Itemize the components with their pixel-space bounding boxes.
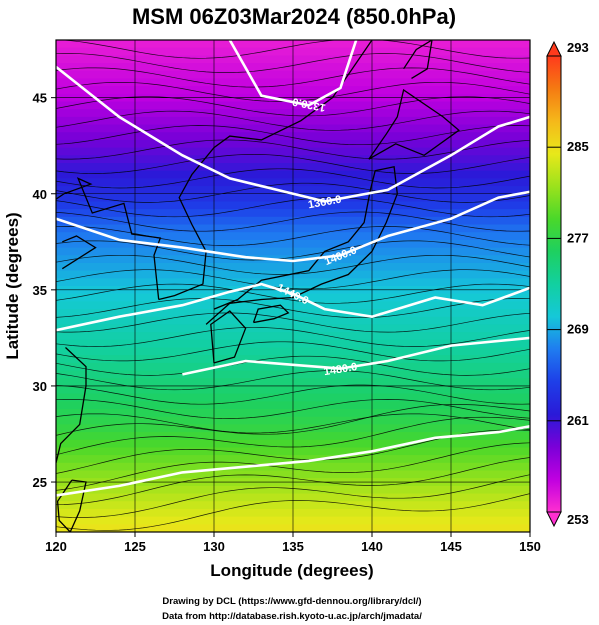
colorbar-max-arrow	[546, 40, 562, 57]
coastline	[56, 347, 87, 463]
y-tick-label: 25	[33, 475, 47, 490]
x-axis-label: Longitude (degrees)	[210, 561, 373, 580]
x-tick-label: 130	[203, 539, 225, 554]
y-tick-label: 30	[33, 379, 47, 394]
contour-line	[56, 190, 530, 263]
x-tick-label: 140	[361, 539, 383, 554]
colorbar-label: 253	[567, 512, 589, 527]
coastline	[61, 235, 97, 270]
y-tick-label: 45	[33, 91, 47, 106]
credit-data: Data from http://database.rish.kyoto-u.a…	[162, 611, 422, 622]
contour-line	[56, 65, 530, 203]
y-tick-label: 35	[33, 283, 47, 298]
y-axis: 25 30 35 40 45	[33, 91, 56, 490]
colorbar: 253 261 269 277 285 293	[546, 40, 589, 528]
colorbar-min-arrow	[546, 511, 562, 528]
coastline	[252, 304, 290, 324]
credit-drawing: Drawing by DCL (https://www.gfd-dennou.o…	[162, 596, 421, 607]
coastline	[56, 177, 162, 300]
coastline	[403, 40, 433, 79]
colorbar-label: 261	[567, 413, 589, 428]
colorbar-label: 269	[567, 322, 589, 337]
chart-title: MSM 06Z03Mar2024 (850.0hPa)	[132, 4, 456, 29]
y-axis-label: Latitude (degrees)	[3, 212, 22, 359]
coastline	[210, 310, 247, 364]
y-tick-label: 40	[33, 187, 47, 202]
contour-line	[56, 425, 530, 497]
x-tick-label: 145	[440, 539, 462, 554]
x-tick-label: 135	[282, 539, 304, 554]
colorbar-label: 293	[567, 40, 589, 55]
x-tick-label: 125	[124, 539, 146, 554]
contour-line	[228, 40, 358, 107]
coastline	[158, 40, 373, 301]
colorbar-label: 277	[567, 230, 589, 245]
contour-line	[56, 282, 530, 332]
x-tick-label: 120	[45, 539, 67, 554]
contour-label: 1360.0	[307, 194, 342, 212]
colorbar-gradient	[546, 55, 562, 513]
contour-label: 1480.0	[323, 361, 358, 378]
colorbar-label: 285	[567, 139, 589, 154]
x-tick-label: 150	[519, 539, 541, 554]
contour-line	[182, 336, 530, 376]
x-axis: 120 125 130 135 140 145 150	[45, 532, 541, 554]
coastline	[368, 88, 460, 160]
